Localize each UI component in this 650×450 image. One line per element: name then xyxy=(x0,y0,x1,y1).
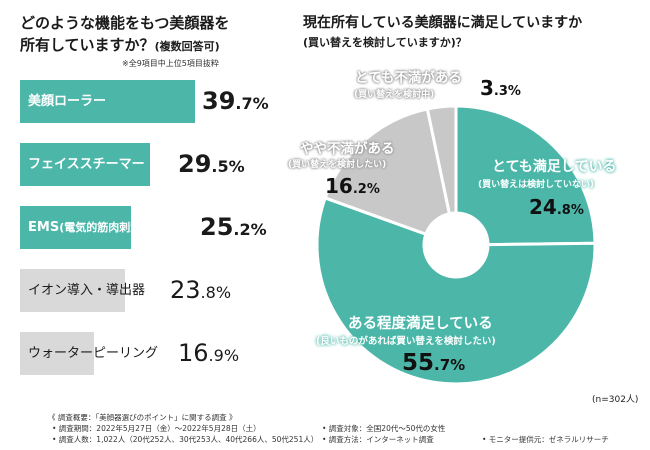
bar-peeling xyxy=(20,332,94,375)
slice-value-somewhat-satisfied: 55.7% xyxy=(402,350,466,376)
footnote-people: • 調査人数：1,022人（20代252人、30代253人、40代266人、50… xyxy=(52,435,319,444)
slice-label-somewhat-satisfied: ある程度満足している xyxy=(348,316,493,332)
footnote-provider: • モニター提供元：ゼネラルリサーチ xyxy=(482,435,609,444)
footnote-period: • 調査期間：2022年5月27日（金）～2022年5月28日（土） xyxy=(52,424,261,433)
slice-value-somewhat-dissatisfied: 16.2% xyxy=(325,174,380,198)
slice-sub-somewhat-satisfied: (良いものがあれば買い替えを検討したい) xyxy=(316,336,496,347)
slice-sub-very-dissatisfied: (買い替えを検討中) xyxy=(354,90,435,100)
footnote-method: • 調査方法：インターネット調査 xyxy=(322,435,434,444)
footnote-target: • 調査対象：全国20代～50代の女性 xyxy=(322,424,446,433)
bar-peeling-value: 16.9% xyxy=(178,339,240,367)
slice-very-satisfied xyxy=(454,104,597,247)
slice-very-dissatisfied xyxy=(425,104,458,216)
sample-size: (n=302人) xyxy=(592,395,639,405)
slice-sub-somewhat-dissatisfied: (買い替えを検討したい) xyxy=(288,160,387,170)
slice-somewhat-satisfied xyxy=(315,195,597,386)
slice-value-very-satisfied: 24.8% xyxy=(529,195,584,219)
slice-label-very-dissatisfied: とても不満がある xyxy=(355,70,462,86)
bar-chart-title-main: 所有していますか？ xyxy=(20,36,155,54)
bar-ems-value: 25.2% xyxy=(200,213,267,241)
bar-chart-title-line2: 所有していますか？(複数回答可) xyxy=(20,34,220,55)
bar-steamer xyxy=(20,143,150,186)
bar-ems xyxy=(20,206,131,249)
bar-roller xyxy=(20,80,195,123)
bar-ems-label: EMS(電気的筋肉刺激) xyxy=(28,220,147,235)
bar-ion xyxy=(20,269,125,312)
pie-chart-title-line1: 現在所有している美顔器に満足していますか xyxy=(303,15,583,31)
bar-steamer-value: 29.5% xyxy=(178,150,245,178)
slice-somewhat-dissatisfied xyxy=(323,107,452,237)
slice-value-very-dissatisfied: 3.3% xyxy=(480,76,521,100)
bar-ion-label: イオン導入・導出器 xyxy=(28,283,146,298)
bar-peeling-label: ウォーターピーリング xyxy=(28,346,159,361)
pie-chart-title-line2: (買い替えを検討していますか)？ xyxy=(303,36,467,49)
bar-steamer-label: フェイススチーマー xyxy=(28,157,145,172)
bar-ion-value: 23.8% xyxy=(170,276,232,304)
slice-sub-very-satisfied: (買い替えは検討していない) xyxy=(478,180,594,190)
bar-chart-title-line1: どのような機能をもつ美顔器を xyxy=(20,14,230,32)
slice-label-very-satisfied: とても満足している xyxy=(492,159,617,175)
footnote-title: 《 調査概要：「美顔器選びのポイント」に関する調査 》 xyxy=(48,413,237,422)
bar-chart-title-sub: (複数回答可) xyxy=(154,40,220,53)
bar-roller-value: 39.7% xyxy=(202,87,269,115)
bar-roller-label: 美顔ローラー xyxy=(28,94,107,109)
bar-chart-note: ※全9項目中上位5項目抜粋 xyxy=(122,59,219,68)
slice-label-somewhat-dissatisfied: やや不満がある xyxy=(300,141,395,157)
